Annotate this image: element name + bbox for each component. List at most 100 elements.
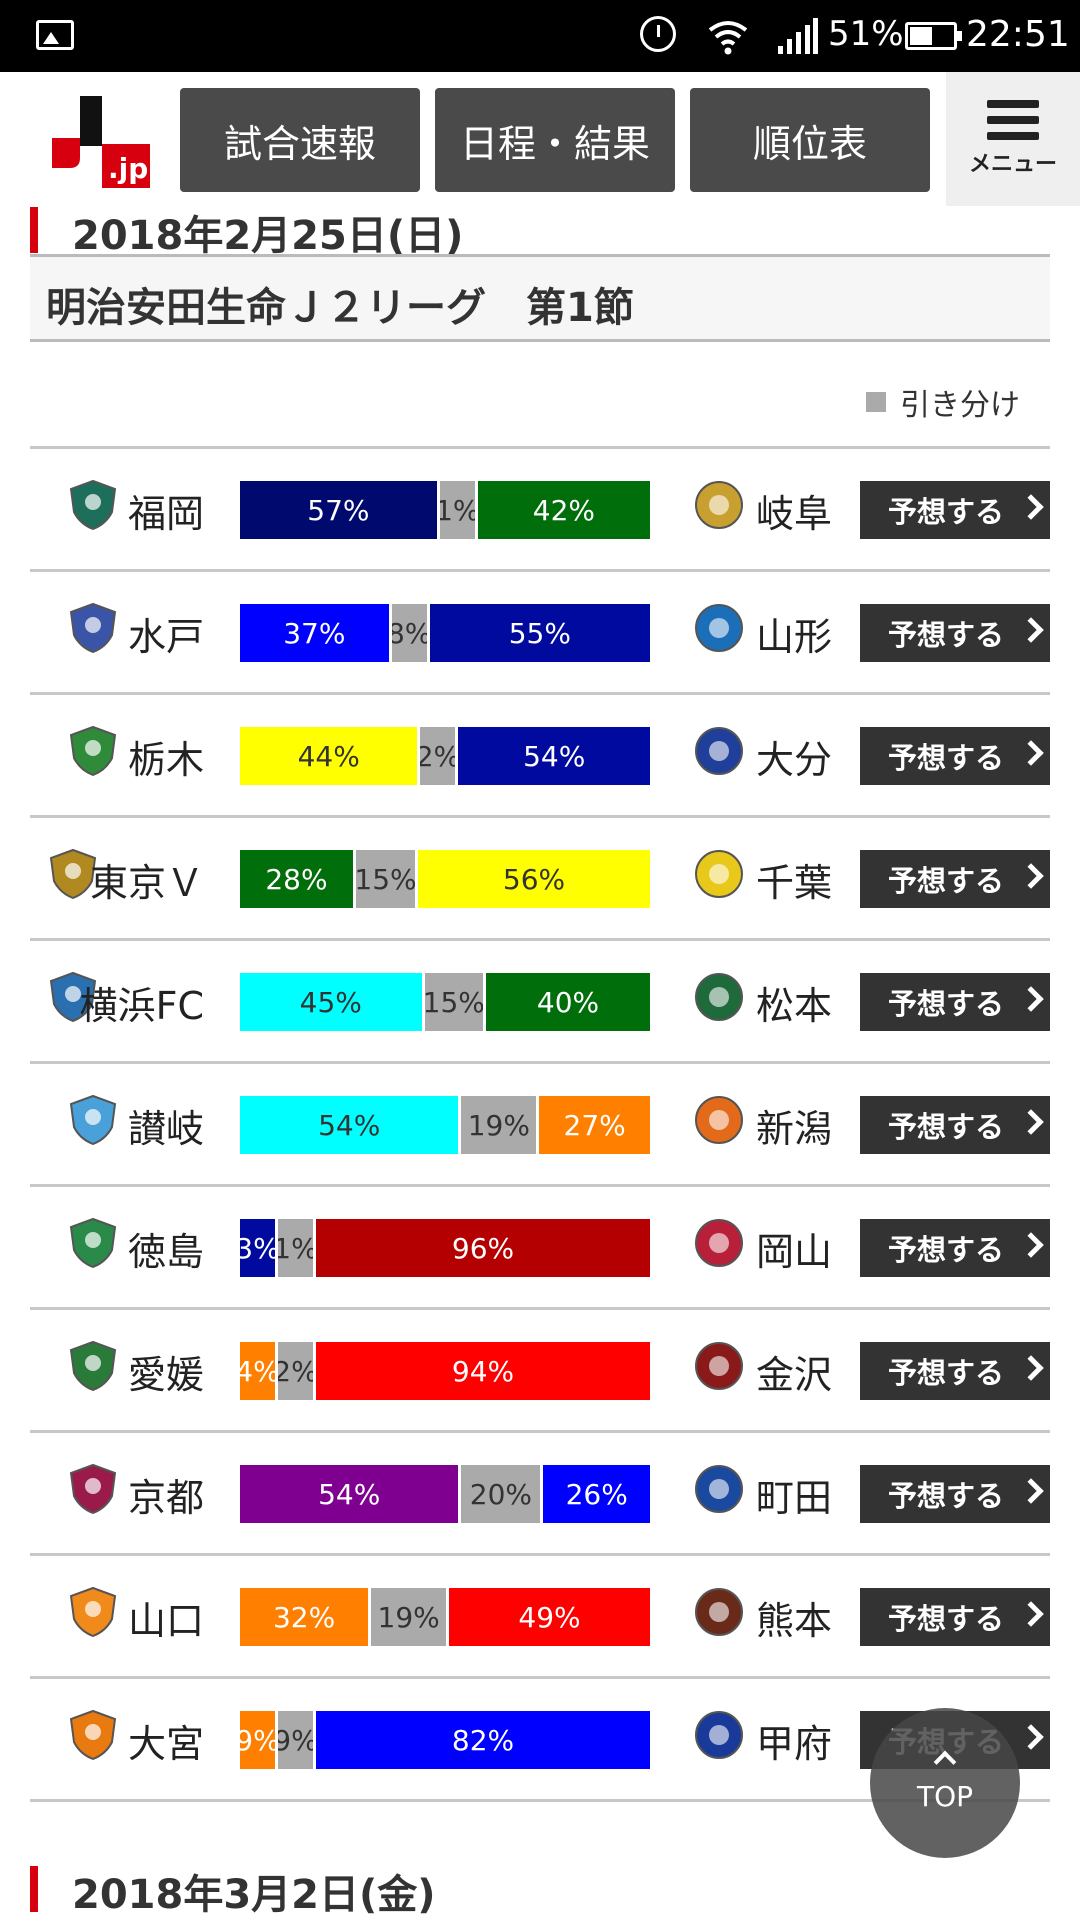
prediction-bar: 45% 15% 40% [240,973,650,1031]
predict-button[interactable]: 予想する [860,850,1050,908]
league-heading: 明治安田生命Ｊ２リーグ 第1節 [30,254,1050,342]
chevron-right-icon [1018,1478,1044,1504]
away-team-crest-icon [692,847,746,901]
predict-label: 予想する [888,1110,1005,1144]
draw-segment: 1% [278,1219,316,1277]
away-team-name: 岡山 [756,1230,833,1274]
jleague-logo[interactable]: .jp [52,96,150,192]
wifi-icon [708,21,748,55]
scroll-top-button[interactable]: TOP [870,1708,1020,1858]
home-team-name: 水戸 [127,615,204,659]
clock: 22:51 [966,14,1070,55]
predict-button[interactable]: 予想する [860,1588,1050,1646]
draw-segment: 1% [439,481,478,539]
predict-button[interactable]: 予想する [860,1342,1050,1400]
home-team-crest-icon [66,1585,120,1639]
draw-segment: 8% [391,604,430,662]
signal-icon [778,18,818,54]
row-divider [30,446,1050,449]
row-divider [30,1799,1050,1802]
menu-button[interactable]: メニュー [946,72,1080,206]
chevron-right-icon [1018,617,1044,643]
draw-segment: 20% [461,1465,544,1523]
date-text: 2018年2月25日(日) [72,213,464,259]
home-win-segment: 45% [240,973,425,1031]
home-team-name: 徳島 [127,1230,204,1274]
row-divider [30,938,1050,941]
predict-label: 予想する [888,618,1005,652]
predict-button[interactable]: 予想する [860,1465,1050,1523]
prediction-bar: 44%2%54% [240,727,650,785]
prediction-bar: 9%9%82% [240,1711,650,1769]
away-team-crest-icon [692,1216,746,1270]
nav-schedule-results[interactable]: 日程・結果 [435,88,675,192]
home-win-segment: 28% [240,850,356,908]
date-heading: 2018年3月2日(金) [30,1862,1050,1918]
row-divider [30,1430,1050,1433]
row-divider [30,1553,1050,1556]
away-win-segment: 42% [477,481,650,539]
away-win-segment: 94% [316,1342,650,1400]
home-team-crest-icon [66,1462,120,1516]
away-win-segment: 49% [449,1588,650,1646]
home-team-crest-icon [66,724,120,778]
home-team-name: 山口 [127,1599,204,1643]
away-team-name: 金沢 [756,1353,833,1397]
chevron-right-icon [1018,740,1044,766]
draw-segment: 15% [424,973,486,1031]
prediction-bar: 54% 19% 27% [240,1096,650,1154]
away-win-segment: 40% [486,973,650,1031]
draw-segment: 2% [420,727,459,785]
away-win-segment: 27% [539,1096,650,1154]
chevron-right-icon [1018,1724,1044,1750]
home-team-crest-icon [66,478,120,532]
prediction-bar: 32% 19% 49% [240,1588,650,1646]
nav-live-scores[interactable]: 試合速報 [180,88,420,192]
hamburger-icon [987,100,1039,140]
predict-button[interactable]: 予想する [860,604,1050,662]
chevron-right-icon [1018,494,1044,520]
home-team-name: 京都 [127,1476,204,1520]
row-divider [30,1061,1050,1064]
draw-segment: 19% [371,1588,450,1646]
away-team-crest-icon [692,1708,746,1762]
away-team-crest-icon [692,1339,746,1393]
away-team-name: 新潟 [756,1107,833,1151]
prediction-bar: 3%1%96% [240,1219,650,1277]
chevron-right-icon [1018,1601,1044,1627]
predict-label: 予想する [888,1479,1005,1513]
predict-button[interactable]: 予想する [860,1219,1050,1277]
home-team-name: 東京Ｖ [89,861,204,905]
date-text: 2018年3月2日(金) [72,1872,436,1918]
prediction-bar: 54% 20% 26% [240,1465,650,1523]
predict-button[interactable]: 予想する [860,1096,1050,1154]
logo-text: .jp [108,152,148,185]
home-team-crest-icon [66,1216,120,1270]
away-win-segment: 54% [458,727,650,785]
home-team-name: 福岡 [127,492,204,536]
away-team-crest-icon [692,601,746,655]
predict-button[interactable]: 予想する [860,727,1050,785]
status-bar: 51% 22:51 [0,0,1080,72]
nav-standings[interactable]: 順位表 [690,88,930,192]
home-win-segment: 54% [240,1465,462,1523]
match-row: 徳島 3%1%96% 岡山 予想する [30,1187,1050,1310]
battery-icon [905,22,962,50]
away-team-name: 松本 [756,984,833,1028]
prediction-bar: 37%8%55% [240,604,650,662]
predict-label: 予想する [888,741,1005,775]
match-row: 水戸 37%8%55% 山形 予想する [30,572,1050,695]
legend-draw-label: 引き分け [900,388,1020,423]
top-label: TOP [916,1779,974,1813]
home-team-crest-icon [66,1708,120,1762]
home-team-name: 横浜FC [79,984,204,1028]
predict-button[interactable]: 予想する [860,973,1050,1031]
row-divider [30,569,1050,572]
alarm-icon [640,16,676,52]
row-divider [30,815,1050,818]
away-team-crest-icon [692,1585,746,1639]
home-win-segment: 9% [240,1711,278,1769]
home-team-crest-icon [66,1093,120,1147]
match-row: 東京Ｖ 28% 15% 56% 千葉 予想する [30,818,1050,941]
predict-button[interactable]: 予想する [860,481,1050,539]
